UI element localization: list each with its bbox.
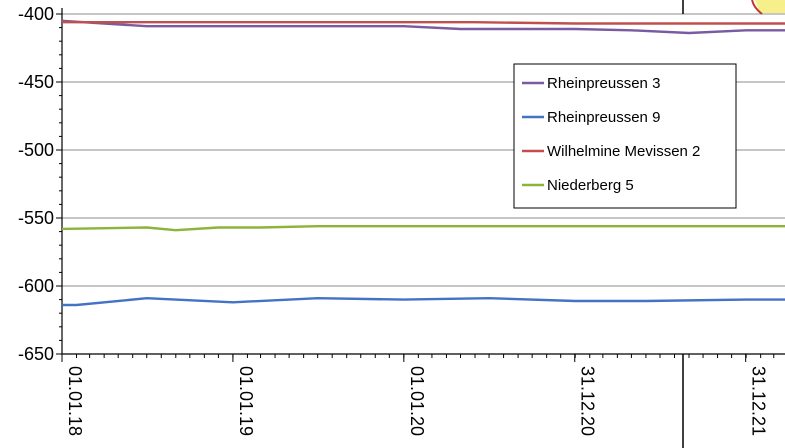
x-tick-label: 01.01.19: [236, 366, 256, 436]
x-tick-label: 01.01.18: [65, 366, 85, 436]
y-tick-label: -550: [18, 208, 54, 228]
y-tick-label: -450: [18, 72, 54, 92]
series-line: [61, 224, 785, 232]
x-tick-label: 31.12.20: [578, 366, 598, 436]
legend-box: [513, 63, 737, 209]
legend-label: Rheinpreussen 9: [547, 109, 660, 126]
y-tick-label: -500: [18, 140, 54, 160]
legend: Rheinpreussen 3 Rheinpreussen 9 Wilhelmine…: [513, 63, 737, 209]
y-tick-label: -600: [18, 276, 54, 296]
legend-label: Rheinpreussen 3: [547, 75, 660, 92]
yellow-callout-fragment: [755, 0, 785, 13]
x-tick-label: 31.12.21: [749, 366, 769, 436]
series-line: [62, 297, 785, 307]
callout-outline-fragment: [751, 0, 763, 15]
y-tick-label: -650: [18, 344, 54, 364]
decorative-overlay: [682, 0, 785, 448]
legend-label: Niederberg 5: [547, 177, 634, 194]
y-axis: -400 -450 -500 -550 -600 -650: [18, 4, 63, 364]
legend-label: Wilhelmine Mevissen 2: [547, 143, 700, 160]
series-line: [61, 19, 785, 35]
x-axis: 01.01.18 01.01.19 01.01.20 31.12.20 31.12.21: [61, 353, 785, 436]
series-line: [62, 21, 785, 25]
y-tick-label: -400: [18, 4, 54, 24]
x-tick-label: 01.01.20: [407, 366, 427, 436]
series-group: [61, 19, 785, 307]
